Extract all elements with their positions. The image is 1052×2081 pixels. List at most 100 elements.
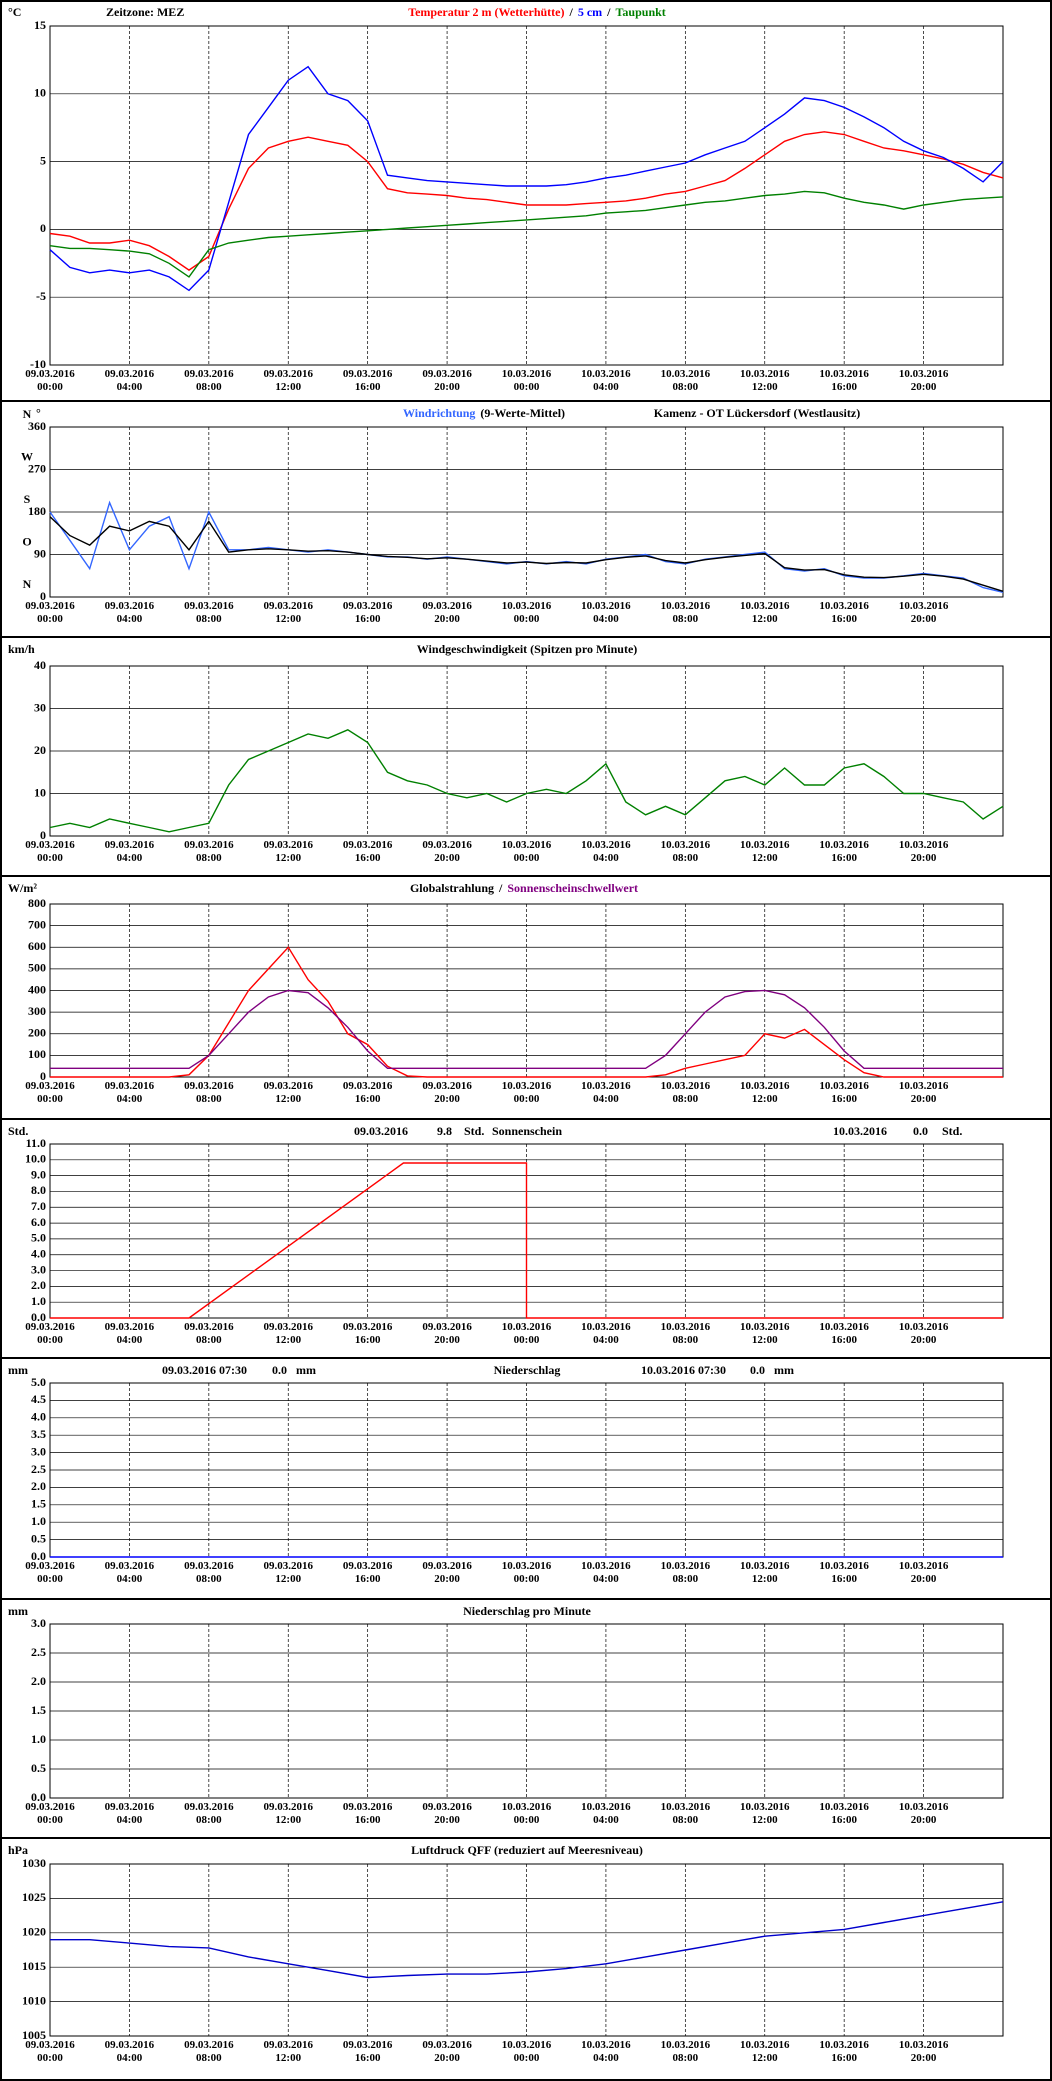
x-tick-label: 10.03.2016 16:00 bbox=[819, 600, 869, 625]
x-tick-label: 10.03.2016 12:00 bbox=[740, 1560, 790, 1585]
x-tick-label: 10.03.2016 12:00 bbox=[740, 600, 790, 625]
x-tick-label: 09.03.2016 20:00 bbox=[422, 1560, 472, 1585]
x-tick-label: 09.03.2016 00:00 bbox=[25, 600, 75, 625]
y-tick-label: 500 bbox=[28, 961, 46, 975]
x-tick-label: 10.03.2016 20:00 bbox=[898, 1321, 949, 1346]
y-tick-label: 1025 bbox=[22, 1890, 46, 1904]
y-tick-label: 1.5 bbox=[31, 1497, 46, 1511]
y-tick-label: 15 bbox=[34, 18, 46, 32]
x-tick-label: 09.03.2016 00:00 bbox=[25, 368, 75, 393]
x-tick-label: 09.03.2016 04:00 bbox=[104, 1801, 155, 1826]
y-tick-label: 1030 bbox=[22, 1856, 46, 1870]
unit-label: °C bbox=[8, 5, 21, 19]
unit-label: mm bbox=[8, 1604, 28, 1618]
annotation: 09.03.2016 bbox=[354, 1124, 408, 1138]
x-tick-label: 10.03.2016 08:00 bbox=[660, 1801, 711, 1826]
y-tick-label: 0 bbox=[40, 589, 46, 603]
y-tick-label: 0.0 bbox=[31, 1549, 46, 1563]
y-tick-label: -10 bbox=[30, 357, 46, 371]
legend-entry: Temperatur 2 m (Wetterhütte) bbox=[408, 5, 564, 19]
series-line bbox=[50, 1162, 1003, 1319]
x-tick-label: 09.03.2016 04:00 bbox=[104, 1560, 155, 1585]
x-tick-label: 10.03.2016 16:00 bbox=[819, 839, 869, 864]
x-tick-label: 09.03.2016 20:00 bbox=[422, 2039, 472, 2064]
y-tick-label: 3.0 bbox=[31, 1616, 46, 1630]
x-tick-label: 09.03.2016 08:00 bbox=[184, 1321, 234, 1346]
annotation: 0.0 bbox=[913, 1124, 928, 1138]
x-tick-label: 09.03.2016 04:00 bbox=[104, 839, 155, 864]
y-tick-label: 5.0 bbox=[31, 1231, 46, 1245]
x-tick-label: 10.03.2016 12:00 bbox=[740, 2039, 790, 2064]
legend-separator: / bbox=[498, 881, 503, 895]
legend-separator: / bbox=[569, 5, 574, 19]
x-tick-label: 09.03.2016 12:00 bbox=[263, 600, 314, 625]
legend: Temperatur 2 m (Wetterhütte) / 5 cm / Taupun… bbox=[408, 5, 666, 19]
x-tick-label: 09.03.2016 16:00 bbox=[342, 1560, 393, 1585]
legend-entry: Windrichtung bbox=[403, 406, 475, 420]
x-tick-label: 09.03.2016 12:00 bbox=[263, 1560, 314, 1585]
x-tick-label: 10.03.2016 12:00 bbox=[740, 839, 790, 864]
unit-label: Std. bbox=[8, 1124, 28, 1138]
unit-label: mm bbox=[8, 1363, 28, 1377]
x-tick-label: 10.03.2016 16:00 bbox=[819, 2039, 869, 2064]
annotation: Std. bbox=[464, 1124, 484, 1138]
x-tick-label: 10.03.2016 12:00 bbox=[740, 368, 790, 393]
x-tick-label: 09.03.2016 20:00 bbox=[422, 1080, 472, 1105]
y-tick-label: 0.5 bbox=[31, 1531, 46, 1545]
panel-title: Windgeschwindigkeit (Spitzen pro Minute) bbox=[417, 642, 638, 656]
y-tick-label: 270 bbox=[28, 461, 46, 475]
x-tick-label: 09.03.2016 16:00 bbox=[342, 1321, 393, 1346]
legend: Windrichtung (9-Werte-Mittel) bbox=[403, 406, 565, 420]
legend-entry: Sonnenscheinschwellwert bbox=[507, 881, 638, 895]
annotation: Kamenz - OT Lückersdorf (Westlausitz) bbox=[654, 406, 860, 420]
x-tick-label: 09.03.2016 20:00 bbox=[422, 1801, 472, 1826]
x-tick-label: 10.03.2016 04:00 bbox=[581, 600, 631, 625]
annotation: Zeitzone: MEZ bbox=[106, 5, 184, 19]
x-tick-label: 09.03.2016 12:00 bbox=[263, 839, 314, 864]
y-tick-label: 6.0 bbox=[31, 1215, 46, 1229]
x-tick-label: 09.03.2016 16:00 bbox=[342, 2039, 393, 2064]
x-tick-label: 09.03.2016 16:00 bbox=[342, 839, 393, 864]
x-tick-label: 09.03.2016 00:00 bbox=[25, 1321, 75, 1346]
series-line bbox=[49, 190, 1004, 278]
y-tick-label: 300 bbox=[28, 1004, 46, 1018]
y-tick-label: 1.0 bbox=[31, 1294, 46, 1308]
y-tick-label: 7.0 bbox=[31, 1199, 46, 1213]
x-tick-label: 10.03.2016 08:00 bbox=[660, 1080, 711, 1105]
y-tick-label: 0 bbox=[40, 1069, 46, 1083]
y-tick-label: 800 bbox=[28, 896, 46, 910]
series-line bbox=[49, 65, 1004, 292]
y-tick-label: 2.5 bbox=[31, 1645, 46, 1659]
y-tick-label: 700 bbox=[28, 917, 46, 931]
x-tick-label: 10.03.2016 08:00 bbox=[660, 368, 711, 393]
y-tick-label: 20 bbox=[34, 743, 46, 757]
x-tick-label: 09.03.2016 08:00 bbox=[184, 1801, 234, 1826]
annotation: 09.03.2016 07:30 bbox=[162, 1363, 247, 1377]
x-tick-label: 09.03.2016 12:00 bbox=[263, 2039, 314, 2064]
x-tick-label: 10.03.2016 20:00 bbox=[898, 368, 949, 393]
x-tick-label: 09.03.2016 08:00 bbox=[184, 1560, 234, 1585]
y-tick-label: 10 bbox=[34, 785, 46, 799]
x-tick-label: 10.03.2016 04:00 bbox=[581, 1080, 631, 1105]
y-tick-label: 5 bbox=[40, 153, 46, 167]
x-tick-label: 10.03.2016 04:00 bbox=[581, 1321, 631, 1346]
y-tick-label: 180 bbox=[28, 504, 46, 518]
y-tick-label: 200 bbox=[28, 1026, 46, 1040]
y-tick-label: 1020 bbox=[22, 1925, 46, 1939]
y-tick-label: 3.0 bbox=[31, 1444, 46, 1458]
annotation: 10.03.2016 07:30 bbox=[641, 1363, 726, 1377]
x-tick-label: 10.03.2016 20:00 bbox=[898, 839, 949, 864]
x-tick-label: 10.03.2016 04:00 bbox=[581, 1560, 631, 1585]
x-tick-label: 10.03.2016 16:00 bbox=[819, 1080, 869, 1105]
x-tick-label: 09.03.2016 04:00 bbox=[104, 368, 155, 393]
x-tick-label: 10.03.2016 00:00 bbox=[501, 1560, 552, 1585]
x-tick-label: 10.03.2016 12:00 bbox=[740, 1321, 790, 1346]
x-tick-label: 10.03.2016 12:00 bbox=[740, 1801, 790, 1826]
y-tick-label: 1.5 bbox=[31, 1703, 46, 1717]
y-tick-label: 1.0 bbox=[31, 1732, 46, 1746]
y-tick-label: 4.0 bbox=[31, 1410, 46, 1424]
annotation: Std. bbox=[942, 1124, 962, 1138]
y-tick-label: 40 bbox=[34, 658, 46, 672]
